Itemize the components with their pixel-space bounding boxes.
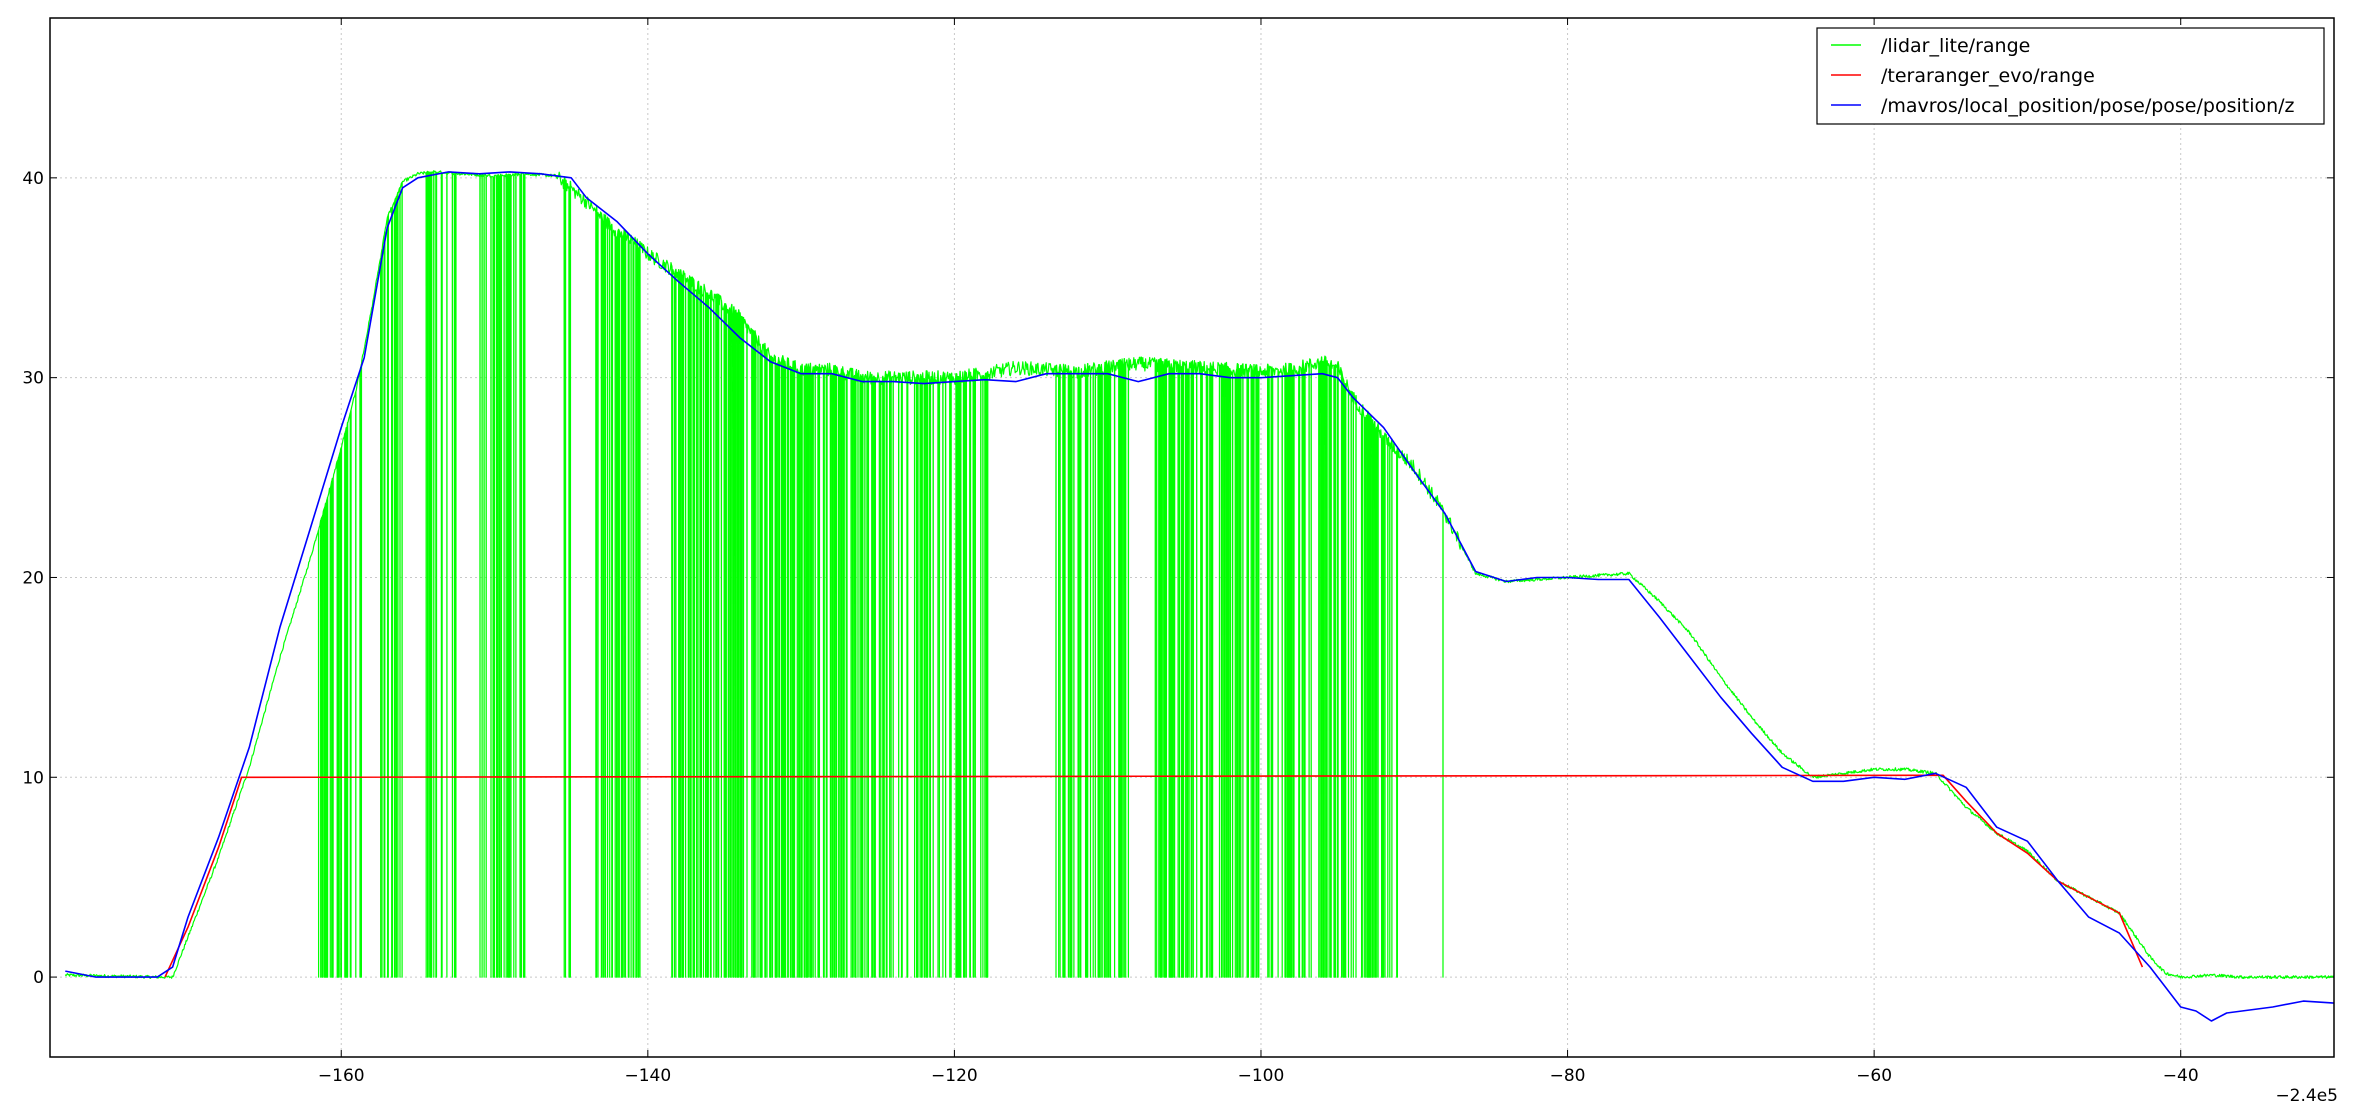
x-offset-label: −2.4e5 <box>2275 1086 2338 1106</box>
legend-label-2: /mavros/local_position/pose/pose/positio… <box>1881 95 2295 117</box>
x-tick-label: −120 <box>931 1066 978 1086</box>
y-axis-ticks: 0 10 20 30 40 <box>22 169 2334 988</box>
plot-frame <box>49 17 2335 1058</box>
legend-label-0: /lidar_lite/range <box>1881 35 2030 57</box>
series-line-0 <box>64 170 2334 980</box>
legend-box <box>1816 27 2325 125</box>
y-tick-label: 40 <box>22 169 44 189</box>
x-tick-label: −60 <box>1856 1066 1892 1086</box>
y-tick-label: 0 <box>33 968 44 988</box>
x-tick-label: −40 <box>2163 1066 2199 1086</box>
x-tick-label: −80 <box>1550 1066 1586 1086</box>
series-line-1 <box>164 774 2144 978</box>
legend[interactable]: /lidar_lite/range/teraranger_evo/range/m… <box>1816 27 2325 125</box>
x-axis-ticks: −160 −140 −120 −100 −80 −60 −40 <box>318 18 2199 1086</box>
x-tick-label: −160 <box>318 1066 365 1086</box>
legend-label-1: /teraranger_evo/range <box>1881 65 2095 87</box>
y-tick-label: 20 <box>22 568 44 588</box>
y-tick-label: 30 <box>22 369 44 389</box>
x-tick-label: −140 <box>624 1066 671 1086</box>
y-tick-label: 10 <box>22 768 44 788</box>
x-tick-label: −100 <box>1238 1066 1285 1086</box>
series-line-2 <box>65 171 2335 1022</box>
series-layer <box>64 170 2335 1022</box>
